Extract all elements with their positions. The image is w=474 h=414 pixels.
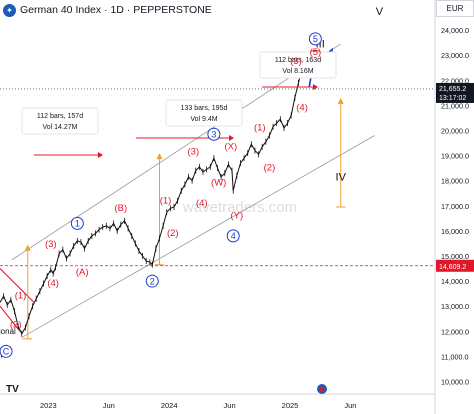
wave-label: (Y) — [230, 210, 243, 221]
wave-circle-label: C — [3, 347, 10, 357]
wave-label: (4) — [47, 278, 59, 289]
wave-circle-label: 1 — [75, 219, 80, 229]
event-marker-dot-icon — [319, 386, 325, 392]
y-tick-label: 23,000.0 — [441, 51, 469, 60]
x-tick-label: Jun — [224, 401, 236, 410]
diagonal-line-upper — [0, 268, 35, 303]
wave-circle-label: 3 — [211, 130, 216, 140]
watermark-text: wavetraders.com — [182, 199, 297, 216]
y-tick-label: 11,000.0 — [441, 352, 468, 361]
wave-label: (1) — [15, 291, 27, 302]
wave-label: (W) — [211, 178, 226, 189]
x-tick-label: 2024 — [161, 401, 178, 410]
info-box-line2: Vol 14.27M — [42, 124, 77, 131]
symbol-flag-icon: ✦ — [3, 3, 16, 17]
wave-label: (2) — [167, 228, 179, 239]
support-price-value: 14,609.2 — [439, 264, 466, 271]
info-box — [259, 51, 337, 79]
y-tick-label: 13,000.0 — [441, 302, 469, 311]
y-tick-label: 20,000.0 — [441, 126, 469, 135]
price-axis-panel[interactable] — [435, 0, 474, 414]
wave-label: (3) — [188, 146, 200, 157]
y-tick-label: 21,000.0 — [441, 101, 469, 110]
measure-arrow-3-head — [337, 97, 344, 104]
channel-line-lower — [21, 135, 375, 338]
y-tick-label: 12,000.0 — [441, 327, 469, 336]
wave-circle-label: 2 — [150, 276, 155, 286]
info-box-line1: 112 bars, 157d — [37, 113, 83, 120]
wave-circle — [0, 344, 13, 358]
y-tick-label: 22,000.0 — [441, 76, 469, 85]
info-box-line2: Vol 9.4M — [190, 116, 217, 123]
wave-circle — [207, 127, 221, 141]
y-tick-label: 16,000.0 — [441, 227, 469, 236]
info-box-line2: Vol 8.16M — [282, 68, 313, 75]
tradingview-logo-icon: TV — [6, 384, 19, 395]
wave-label: (X) — [224, 141, 237, 152]
last-price-value: 21,655.2 — [439, 86, 466, 93]
wave-label: (5) — [310, 47, 322, 58]
x-tick-label: 2023 — [40, 401, 57, 410]
wave-label: (2) — [264, 163, 276, 174]
wave-label: (4) — [296, 102, 308, 113]
y-tick-label: 15,000.0 — [441, 252, 469, 261]
duration-arrow-head — [98, 152, 103, 158]
y-tick-label: 18,000.0 — [441, 177, 469, 186]
x-tick-label: Jun — [103, 401, 115, 410]
chart-title: German 40 Index · 1D · PEPPERSTONE — [20, 4, 212, 16]
wave-label: (1) — [254, 122, 266, 133]
duration-arrow-head — [229, 135, 234, 141]
wave-label: (3) — [45, 239, 57, 250]
measure-arrow-2-head — [156, 153, 163, 160]
chart-header: ✦ German 40 Index · 1D · PEPPERSTONE — [3, 2, 212, 18]
diagonal-line-lower — [0, 305, 21, 332]
info-box — [21, 107, 99, 135]
channel-line-upper — [11, 43, 341, 261]
y-tick-label: 14,000.0 — [441, 277, 469, 286]
wave-label: V — [376, 6, 384, 18]
wave-label: (4) — [196, 198, 208, 209]
wave-circle — [226, 229, 240, 243]
wave-label: IV — [336, 172, 347, 184]
wave-label: (2) — [10, 319, 22, 330]
wave-label: Diagonal — [0, 327, 16, 336]
info-box — [165, 99, 243, 127]
wave-circle-label: 5 — [313, 34, 318, 44]
measure-arrow-1-head — [24, 244, 31, 251]
currency-button[interactable]: EUR — [436, 0, 474, 17]
x-tick-label: 2025 — [282, 401, 299, 410]
info-box-line1: 133 bars, 195d — [181, 105, 228, 112]
support-price-tag[interactable] — [436, 259, 474, 272]
wave-label: (1) — [160, 195, 172, 206]
wave-circle-label: 4 — [231, 231, 236, 241]
y-tick-label: 17,000.0 — [441, 202, 469, 211]
info-box-line1: 112 bars, 163d — [275, 57, 321, 64]
x-tick-label: Jun — [344, 401, 356, 410]
y-tick-label: 19,000.0 — [441, 152, 469, 161]
wave-label: (A) — [76, 267, 89, 278]
last-price-tag[interactable] — [436, 82, 474, 103]
wave-label: (B) — [114, 203, 127, 214]
y-tick-label: 24,000.0 — [441, 26, 469, 35]
wave-label: III — [316, 39, 325, 51]
duration-arrow-head — [313, 84, 318, 90]
wave-label: (3) — [290, 56, 302, 67]
wave-circle — [308, 32, 322, 46]
wave-circle — [70, 216, 84, 230]
wave-circle — [145, 274, 159, 288]
last-price-timer: 13:17:02 — [439, 95, 466, 102]
y-tick-label: 10,000.0 — [441, 377, 469, 386]
